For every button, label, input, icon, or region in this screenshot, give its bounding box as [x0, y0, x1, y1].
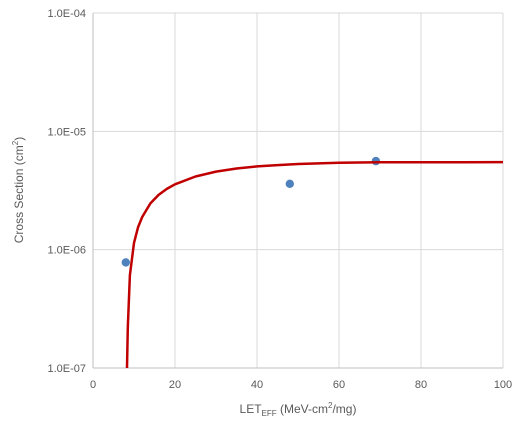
x-tick-label: 60: [333, 379, 345, 391]
y-axis-title: Cross Section (cm2): [11, 137, 26, 243]
data-point: [285, 179, 294, 189]
grid: [93, 12, 504, 368]
x-tick-label: 80: [415, 379, 427, 391]
x-tick-label: 0: [90, 379, 96, 391]
tick-labels: 0 20 40 60 80 100 1.0E-07 1.0E-06 1.0E-05 1.0E-04: [47, 8, 512, 391]
x-tick-label: 100: [494, 379, 512, 391]
y-tick-label: 1.0E-07: [47, 363, 86, 375]
y-tick-label: 1.0E-06: [47, 245, 86, 257]
x-tick-label: 40: [251, 379, 263, 391]
x-tick-label: 20: [169, 379, 181, 391]
data-point: [121, 258, 130, 267]
axes: [92, 13, 503, 369]
fit-curve: [125, 160, 504, 369]
y-tick-label: 1.0E-04: [47, 8, 86, 20]
y-tick-label: 1.0E-05: [47, 126, 86, 138]
x-axis-title: LETEFF (MeV-cm2/mg): [240, 401, 357, 418]
plot-area: [121, 156, 504, 369]
